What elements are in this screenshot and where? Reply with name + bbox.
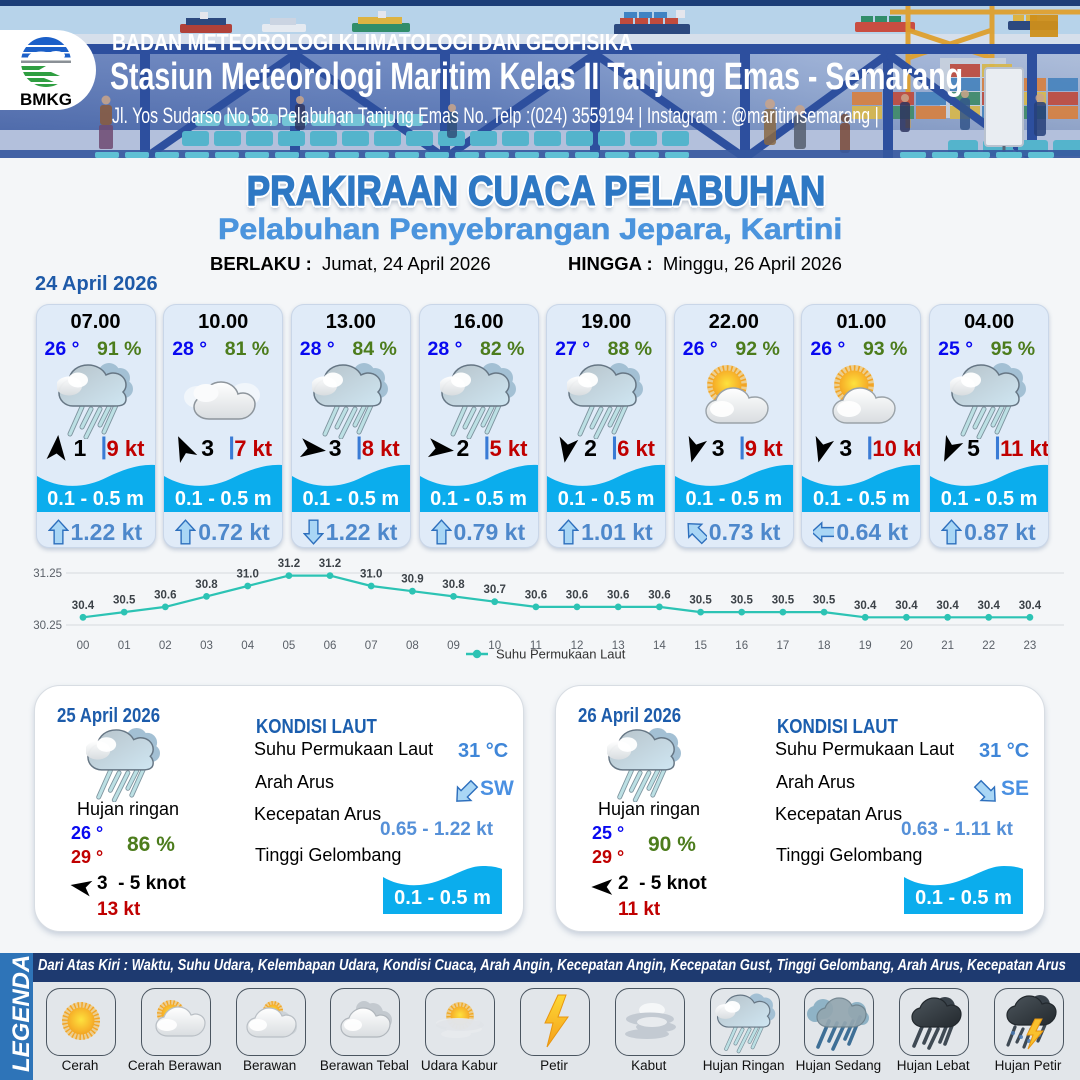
svg-text:30.25: 30.25 — [33, 620, 62, 632]
svg-text:LEGENDA: LEGENDA — [8, 955, 35, 1072]
svg-text:31.2: 31.2 — [278, 558, 300, 570]
svg-text:30.6: 30.6 — [525, 589, 547, 601]
svg-text:15: 15 — [694, 640, 707, 652]
svg-text:30.8: 30.8 — [195, 579, 218, 591]
svg-text:31.0: 31.0 — [360, 569, 382, 581]
svg-text:00: 00 — [77, 640, 90, 652]
svg-text:BMKG: BMKG — [20, 90, 72, 109]
svg-text:30.9: 30.9 — [401, 574, 423, 586]
svg-text:Suhu Permukaan Laut: Suhu Permukaan Laut — [496, 647, 626, 662]
svg-text:30.6: 30.6 — [648, 589, 670, 601]
svg-text:12: 12 — [571, 640, 584, 652]
svg-text:22: 22 — [982, 640, 995, 652]
svg-text:06: 06 — [324, 640, 337, 652]
svg-text:30.4: 30.4 — [1019, 600, 1042, 612]
svg-text:08: 08 — [406, 640, 419, 652]
svg-text:30.5: 30.5 — [772, 595, 795, 607]
svg-text:03: 03 — [200, 640, 213, 652]
svg-text:30.7: 30.7 — [484, 584, 506, 596]
svg-text:30.5: 30.5 — [113, 595, 136, 607]
svg-text:11: 11 — [530, 640, 542, 652]
svg-text:04: 04 — [241, 640, 254, 652]
svg-text:30.6: 30.6 — [154, 589, 176, 601]
svg-text:31.0: 31.0 — [237, 569, 259, 581]
svg-text:17: 17 — [777, 640, 790, 652]
svg-text:23: 23 — [1024, 640, 1037, 652]
svg-text:10: 10 — [488, 640, 501, 652]
svg-text:18: 18 — [818, 640, 831, 652]
svg-text:30.4: 30.4 — [936, 600, 959, 612]
svg-text:31.25: 31.25 — [33, 568, 62, 580]
svg-text:05: 05 — [283, 640, 296, 652]
svg-text:30.8: 30.8 — [442, 579, 465, 591]
svg-text:07: 07 — [365, 640, 378, 652]
svg-text:16: 16 — [735, 640, 748, 652]
svg-text:14: 14 — [653, 640, 666, 652]
svg-text:30.4: 30.4 — [978, 600, 1001, 612]
svg-text:30.6: 30.6 — [566, 589, 588, 601]
svg-text:30.4: 30.4 — [72, 600, 95, 612]
svg-text:13: 13 — [612, 640, 625, 652]
svg-text:30.6: 30.6 — [607, 589, 629, 601]
svg-text:21: 21 — [941, 640, 954, 652]
svg-text:20: 20 — [900, 640, 913, 652]
svg-text:30.4: 30.4 — [854, 600, 877, 612]
svg-text:19: 19 — [859, 640, 872, 652]
svg-text:30.5: 30.5 — [731, 595, 754, 607]
svg-text:09: 09 — [447, 640, 460, 652]
svg-text:30.5: 30.5 — [813, 595, 836, 607]
svg-text:02: 02 — [159, 640, 172, 652]
svg-text:01: 01 — [118, 640, 131, 652]
svg-text:30.4: 30.4 — [895, 600, 918, 612]
svg-text:30.5: 30.5 — [689, 595, 712, 607]
svg-text:31.2: 31.2 — [319, 558, 341, 570]
